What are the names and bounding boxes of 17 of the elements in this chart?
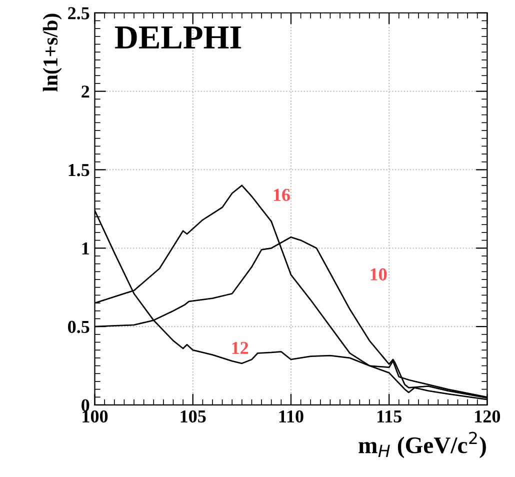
y-tick-label: 2.5 bbox=[68, 7, 90, 20]
y-tick-label: 2 bbox=[82, 86, 90, 98]
y-axis-title: ln(1+s/b) bbox=[42, 14, 62, 92]
y-tick-label: 0.5 bbox=[68, 320, 90, 334]
x-tick-label: 100 bbox=[82, 410, 108, 423]
x-axis-title: m$_{H}$ (GeV/c$^{2}$) bbox=[358, 432, 486, 458]
y-tick-label: 0 bbox=[82, 399, 90, 412]
series-label: 16 bbox=[274, 188, 290, 202]
series-label: 12 bbox=[232, 342, 248, 354]
y-tick-label: 1.5 bbox=[68, 164, 90, 176]
x-tick-label: 120 bbox=[475, 410, 500, 423]
chart-title: DELPHI bbox=[114, 26, 242, 48]
x-tick-label: 115 bbox=[377, 410, 402, 423]
x-tick-label: 105 bbox=[180, 410, 206, 423]
y-tick-label: 1 bbox=[82, 242, 89, 254]
x-tick-label: 110 bbox=[279, 410, 304, 423]
series-label: 10 bbox=[370, 268, 387, 280]
